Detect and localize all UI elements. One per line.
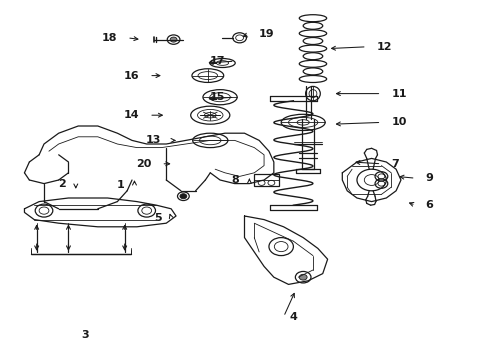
Text: 5: 5: [153, 213, 161, 223]
Text: 12: 12: [376, 42, 391, 52]
Text: 10: 10: [390, 117, 406, 127]
Text: 7: 7: [390, 159, 398, 169]
Text: 6: 6: [425, 200, 432, 210]
Text: 20: 20: [136, 159, 151, 169]
Text: 18: 18: [102, 33, 117, 43]
Text: 9: 9: [425, 173, 432, 183]
Bar: [254, 174, 278, 186]
Text: 8: 8: [231, 175, 239, 185]
Circle shape: [299, 274, 306, 280]
Text: 2: 2: [58, 179, 66, 189]
Text: 19: 19: [259, 29, 274, 39]
Text: 3: 3: [81, 330, 89, 340]
Text: 15: 15: [209, 92, 224, 102]
Text: 11: 11: [390, 89, 406, 99]
Circle shape: [170, 37, 177, 42]
Text: 14: 14: [123, 110, 139, 120]
Circle shape: [180, 194, 186, 199]
Text: 17: 17: [209, 56, 224, 66]
Text: 13: 13: [146, 135, 161, 145]
Text: 16: 16: [123, 71, 139, 81]
Text: 4: 4: [289, 312, 297, 322]
Text: 1: 1: [117, 180, 124, 190]
